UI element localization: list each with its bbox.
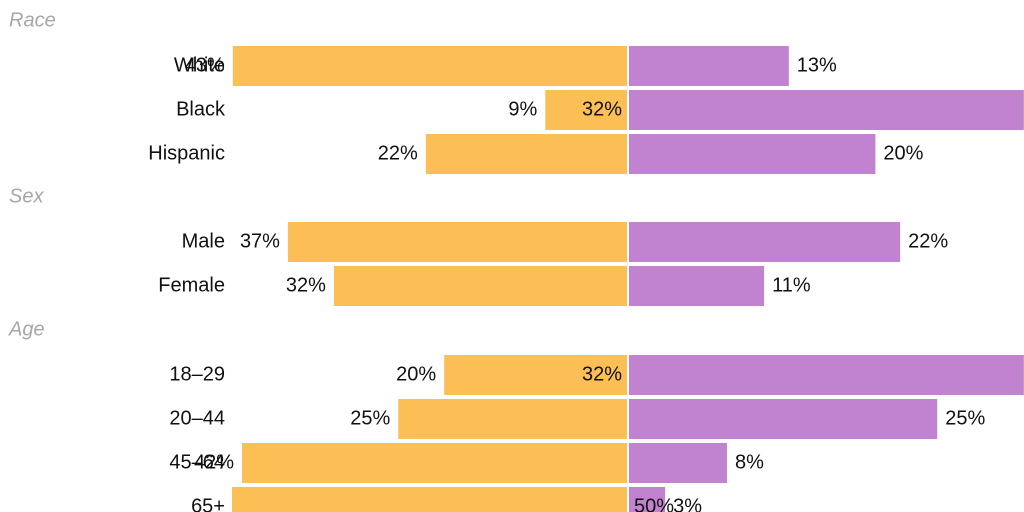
right-value-label: 25%	[945, 407, 985, 429]
right-bar	[628, 443, 727, 483]
right-bar	[628, 222, 901, 262]
group-label-sex: Sex	[9, 185, 44, 207]
row-label: 18–29	[169, 363, 225, 385]
left-value-label: 25%	[350, 407, 390, 429]
right-value-label: 8%	[735, 451, 764, 473]
left-value-label: 22%	[378, 142, 418, 164]
row-label: White	[174, 54, 225, 76]
left-value-label: 42%	[194, 451, 234, 473]
group-label-age: Age	[8, 318, 45, 340]
right-value-label: 3%	[673, 495, 702, 512]
left-bar	[232, 46, 628, 86]
left-bar	[425, 134, 628, 174]
right-value-label: 13%	[797, 54, 837, 76]
left-value-label: 20%	[396, 363, 436, 385]
left-value-label: 37%	[240, 230, 280, 252]
left-bar	[232, 487, 628, 512]
right-value-label: 11%	[772, 274, 811, 296]
right-value-label: 20%	[883, 142, 923, 164]
right-value-label: 32%	[582, 363, 622, 385]
right-bar	[628, 90, 1024, 130]
left-bar	[444, 355, 628, 395]
left-bar	[242, 443, 628, 483]
left-value-label: 32%	[286, 274, 326, 296]
left-bar	[333, 266, 628, 306]
left-value-label: 43%	[185, 54, 225, 76]
left-bar	[398, 399, 628, 439]
right-bar	[628, 134, 876, 174]
row-label: 45–64	[169, 451, 225, 473]
right-bar	[628, 266, 765, 306]
left-bar	[287, 222, 628, 262]
right-bar	[628, 399, 938, 439]
row-label: Female	[158, 274, 225, 296]
row-label: Male	[182, 230, 225, 252]
right-bar	[628, 487, 666, 512]
right-bar	[628, 355, 1024, 395]
group-label-race: Race	[9, 9, 56, 31]
row-label: Hispanic	[148, 142, 225, 164]
row-label: 20–44	[169, 407, 225, 429]
row-label: 65+	[191, 495, 225, 512]
left-value-label: 50%	[634, 495, 674, 512]
right-bar	[628, 46, 789, 86]
row-label: Black	[176, 98, 226, 120]
right-value-label: 22%	[908, 230, 948, 252]
left-bar	[545, 90, 628, 130]
left-value-label: 9%	[508, 98, 537, 120]
right-value-label: 32%	[582, 98, 622, 120]
